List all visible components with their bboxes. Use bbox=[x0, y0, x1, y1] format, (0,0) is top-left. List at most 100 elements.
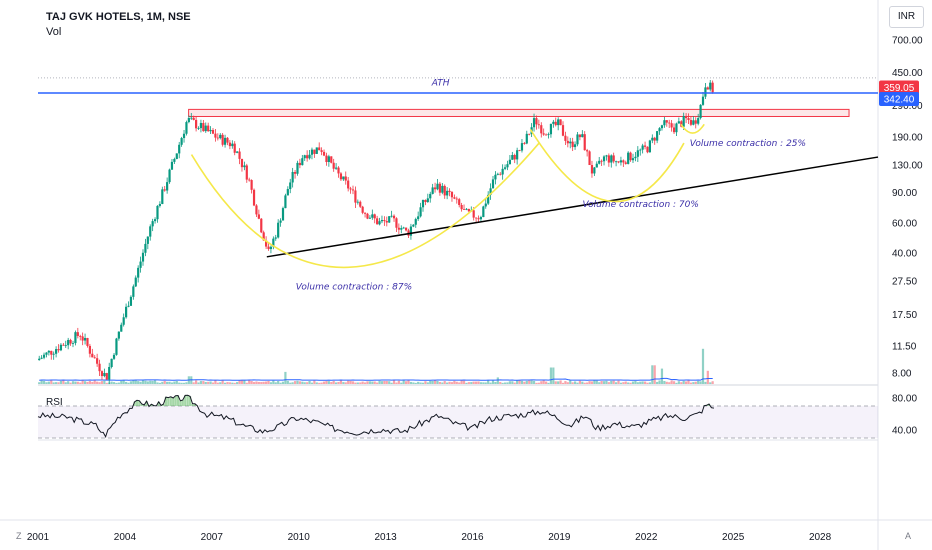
candle-body bbox=[153, 219, 157, 222]
volume-bar bbox=[624, 381, 627, 384]
volume-bar bbox=[378, 380, 381, 384]
volume-bar bbox=[528, 380, 531, 384]
volume-bar bbox=[158, 382, 161, 384]
candle-body bbox=[195, 119, 198, 129]
volume-bar bbox=[677, 381, 680, 384]
price-badge-label: 359.05 bbox=[884, 83, 915, 94]
candle-body bbox=[248, 179, 251, 181]
resistance-zone bbox=[188, 108, 850, 117]
symbol-title[interactable]: TAJ GVK HOTELS, 1M, NSE bbox=[46, 11, 191, 23]
volume-bar bbox=[310, 382, 314, 384]
candle-body bbox=[518, 150, 521, 152]
candle-body bbox=[301, 158, 304, 166]
volume-bar bbox=[629, 382, 632, 384]
candle-body bbox=[395, 218, 398, 228]
volume-bar bbox=[665, 381, 668, 384]
candle-body bbox=[383, 220, 386, 222]
candle-body bbox=[709, 82, 712, 90]
candle-body bbox=[680, 121, 683, 127]
volume-bar bbox=[641, 381, 644, 384]
candle-body bbox=[578, 134, 581, 138]
candle-body bbox=[549, 123, 553, 135]
time-tick-label: 2007 bbox=[201, 532, 224, 543]
candle-body bbox=[491, 179, 495, 189]
volume-bar bbox=[320, 382, 323, 384]
candle-body bbox=[646, 146, 649, 153]
volume-bar bbox=[636, 382, 639, 384]
candle-body bbox=[547, 134, 550, 136]
candle-body bbox=[617, 161, 620, 163]
candle-body bbox=[279, 220, 282, 223]
currency-button[interactable]: INR bbox=[889, 6, 924, 28]
timezone-icon[interactable]: Z bbox=[16, 531, 22, 541]
candle-body bbox=[286, 189, 289, 196]
candle-body bbox=[327, 156, 330, 163]
candle-body bbox=[392, 215, 396, 219]
candle-body bbox=[624, 162, 627, 164]
candle-body bbox=[214, 133, 217, 138]
volume-bar bbox=[704, 381, 707, 384]
price-tick-label: 40.00 bbox=[892, 249, 917, 260]
candle-body bbox=[255, 205, 258, 215]
volume-bar bbox=[615, 382, 618, 384]
time-tick-label: 2025 bbox=[722, 532, 745, 543]
candle-body bbox=[619, 160, 623, 163]
volume-bar bbox=[347, 380, 350, 384]
candle-body bbox=[310, 149, 314, 155]
volume-bar bbox=[226, 382, 229, 384]
candle-body bbox=[320, 150, 323, 152]
candle-body bbox=[173, 158, 176, 162]
volume-bar bbox=[81, 380, 84, 384]
candle-body bbox=[166, 182, 169, 191]
volume-bar bbox=[433, 380, 437, 384]
volume-bar bbox=[450, 382, 454, 384]
volume-bar bbox=[590, 381, 594, 384]
volume-bar bbox=[192, 382, 195, 384]
candle-body bbox=[651, 137, 654, 141]
volume-bar bbox=[429, 380, 432, 384]
candle-body bbox=[489, 188, 492, 195]
candle-body bbox=[79, 335, 82, 337]
candle-body bbox=[236, 151, 239, 153]
volume-bar bbox=[639, 381, 642, 384]
volume-bar bbox=[419, 382, 422, 384]
candle-body bbox=[402, 227, 405, 229]
volume-bar bbox=[293, 381, 297, 384]
volume-bar bbox=[564, 381, 567, 384]
trendline bbox=[266, 156, 879, 258]
candle-body bbox=[576, 134, 579, 145]
candle-body bbox=[441, 185, 444, 193]
candle-body bbox=[506, 164, 509, 168]
volume-bar bbox=[74, 381, 77, 384]
candle-body bbox=[108, 366, 111, 380]
candle-body bbox=[573, 144, 577, 148]
auto-scale-icon[interactable]: A bbox=[905, 531, 912, 541]
volume-bar bbox=[173, 381, 176, 384]
volume-bar bbox=[110, 381, 113, 384]
candle-body bbox=[397, 227, 400, 230]
volume-legend[interactable]: Vol bbox=[46, 26, 62, 38]
volume-bar bbox=[569, 380, 572, 384]
candle-body bbox=[209, 129, 212, 132]
volume-bar bbox=[516, 380, 519, 384]
volume-bar bbox=[137, 381, 140, 384]
volume-bar bbox=[301, 381, 304, 384]
candle-body bbox=[272, 238, 275, 247]
volume-bar bbox=[508, 381, 511, 384]
volume-bar bbox=[132, 380, 135, 384]
volume-bars bbox=[38, 348, 714, 384]
candle-body bbox=[50, 350, 53, 355]
candle-body bbox=[226, 137, 229, 143]
volume-bar bbox=[120, 380, 123, 384]
candle-body bbox=[458, 199, 461, 206]
candle-body bbox=[431, 187, 434, 194]
rsi-legend[interactable]: RSI bbox=[46, 397, 63, 408]
candle-body bbox=[98, 363, 101, 372]
volume-bar bbox=[52, 382, 55, 384]
candle-body bbox=[197, 128, 200, 129]
volume-bar bbox=[680, 382, 683, 384]
time-tick-label: 2004 bbox=[114, 532, 137, 543]
candle-body bbox=[252, 189, 256, 206]
price-tick-label: 90.00 bbox=[892, 188, 917, 199]
